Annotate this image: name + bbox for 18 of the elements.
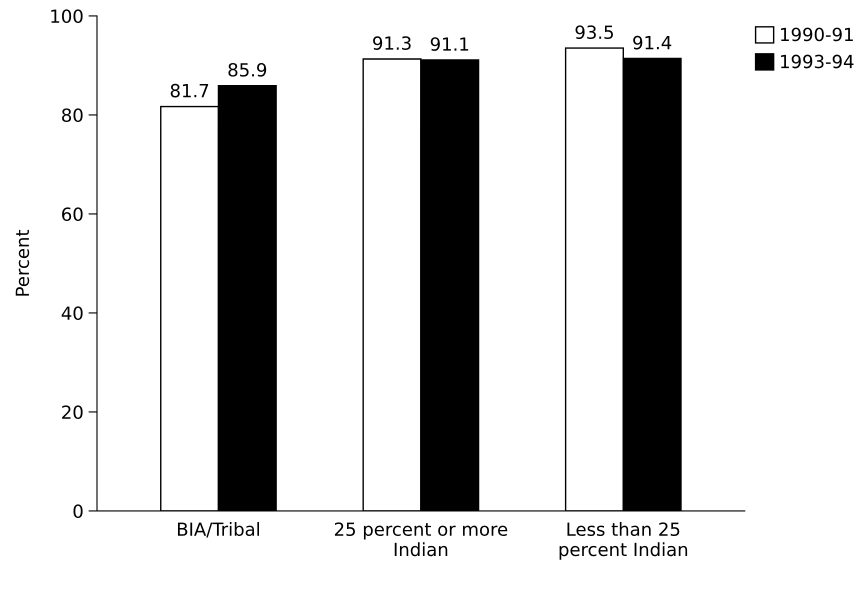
y-axis-title: Percent [16, 230, 30, 296]
x-tick-label: BIA/Tribal [178, 522, 259, 538]
x-tick-label: Less than 25 percent Indian [560, 522, 688, 560]
y-tick-label: 100 [51, 9, 83, 24]
legend-label: 1990-91 [781, 28, 853, 42]
legend-label: 1993-94 [781, 54, 854, 68]
x-tick-label: 25 percent or more Indian [334, 522, 508, 556]
data-label: 85.9 [228, 63, 266, 77]
data-label: 93.5 [575, 25, 613, 40]
y-tick-label: 80 [62, 108, 83, 122]
y-tick-label: 60 [62, 207, 83, 222]
y-tick-label: 20 [62, 405, 83, 420]
data-label: 91.1 [430, 37, 468, 51]
y-tick-label: 0 [74, 504, 83, 518]
y-tick-label: 40 [62, 306, 83, 320]
data-label: 91.3 [373, 36, 411, 50]
data-label: 81.7 [170, 84, 208, 98]
data-label: 91.4 [633, 36, 672, 50]
